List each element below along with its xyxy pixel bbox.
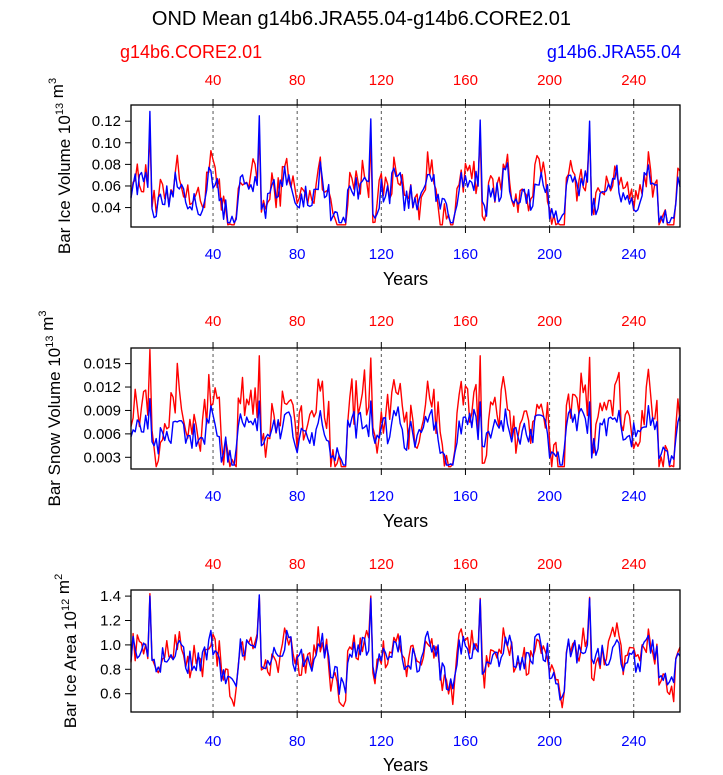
panel3-xtick-label-top: 200 — [537, 556, 562, 573]
panel2-ytick-label: 0.006 — [83, 426, 121, 443]
panel3-xtick-label-top: 160 — [453, 556, 478, 573]
panel1-frame — [130, 104, 681, 228]
panel2-ylabel: Bar Snow Volume 1013 m3 — [37, 310, 64, 506]
panel1-xtick-label-bottom: 120 — [369, 246, 394, 263]
panel1-xtick-label-top: 40 — [205, 72, 222, 89]
panel1-series-jra55-line — [130, 110, 681, 224]
panel3-xtick-label-top: 240 — [621, 556, 646, 573]
panel3-frame — [130, 589, 681, 713]
panel3-xtick-label-bottom: 200 — [537, 733, 562, 750]
panel1-xtick-label-bottom: 160 — [453, 246, 478, 263]
panel3-xtick-label-bottom: 240 — [621, 733, 646, 750]
panel1-ytick-label: 0.08 — [92, 156, 121, 173]
figure-title: OND Mean g14b6.JRA55.04-g14b6.CORE2.01 — [151, 8, 572, 30]
panel3-ytick-label: 1.4 — [100, 588, 121, 605]
panel3-xtick-label-bottom: 80 — [289, 733, 306, 750]
panel2-series-jra55-line — [130, 398, 681, 466]
panel3-xtick-label-top: 80 — [289, 556, 306, 573]
panel1-xtick-label-bottom: 40 — [205, 246, 222, 263]
panel3-series-jra55-line — [130, 594, 681, 701]
panel3-xlabel: Years — [383, 755, 428, 775]
panel3-ylabel: Bar Ice Area 1012 m2 — [53, 574, 80, 728]
panel1-xtick-label-top: 240 — [621, 72, 646, 89]
panel3-ytick-label: 1.0 — [100, 637, 121, 654]
panel2-xtick-label-bottom: 160 — [453, 488, 478, 505]
panel2-xtick-label-top: 240 — [621, 313, 646, 330]
panel2-series-core2-line — [130, 348, 681, 468]
panel1-xtick-label-bottom: 80 — [289, 246, 306, 263]
panel3-xtick-label-bottom: 40 — [205, 733, 222, 750]
panel2-xtick-label-top: 200 — [537, 313, 562, 330]
panel3-xtick-label-bottom: 160 — [453, 733, 478, 750]
panel2-ytick-label: 0.009 — [83, 402, 121, 419]
panel3-xtick-label-top: 120 — [369, 556, 394, 573]
panel2-frame — [130, 347, 681, 470]
panel3-xtick-label-bottom: 120 — [369, 733, 394, 750]
panel1-xtick-label-bottom: 200 — [537, 246, 562, 263]
panel2-ytick-label: 0.003 — [83, 449, 121, 466]
panel2-xtick-label-bottom: 40 — [205, 488, 222, 505]
panel2-xtick-label-top: 80 — [289, 313, 306, 330]
panel3-ytick-label: 0.6 — [100, 686, 121, 703]
panel2-xtick-label-bottom: 200 — [537, 488, 562, 505]
legend-jra55: g14b6.JRA55.04 — [546, 42, 681, 62]
panel2-xtick-label-top: 40 — [205, 313, 222, 330]
panel1-xtick-label-top: 80 — [289, 72, 306, 89]
panel1-xlabel: Years — [383, 269, 428, 289]
panel1-ytick-label: 0.06 — [92, 178, 121, 195]
panel1-xtick-label-top: 200 — [537, 72, 562, 89]
legend-core2: g14b6.CORE2.01 — [120, 42, 263, 62]
panel2-ytick-label: 0.012 — [83, 379, 121, 396]
panel2-xtick-label-bottom: 80 — [289, 488, 306, 505]
panel1-ylabel: Bar Ice Volume 1013 m3 — [47, 78, 74, 254]
panel2-xtick-label-top: 160 — [453, 313, 478, 330]
panel3-xtick-label-top: 40 — [205, 556, 222, 573]
panel3-ytick-label: 0.8 — [100, 661, 121, 678]
panel1-xtick-label-bottom: 240 — [621, 246, 646, 263]
panel1-ytick-label: 0.04 — [92, 200, 121, 217]
panel2-xtick-label-bottom: 240 — [621, 488, 646, 505]
panel1-xtick-label-top: 120 — [369, 72, 394, 89]
panel2-xtick-label-bottom: 120 — [369, 488, 394, 505]
panel2-ytick-label: 0.015 — [83, 356, 121, 373]
panel3-ytick-label: 1.2 — [100, 613, 121, 630]
panel1-xtick-label-top: 160 — [453, 72, 478, 89]
panel1-ytick-label: 0.10 — [92, 135, 121, 152]
panel2-xlabel: Years — [383, 511, 428, 531]
panel2-xtick-label-top: 120 — [369, 313, 394, 330]
panel1-ytick-label: 0.12 — [92, 113, 121, 130]
